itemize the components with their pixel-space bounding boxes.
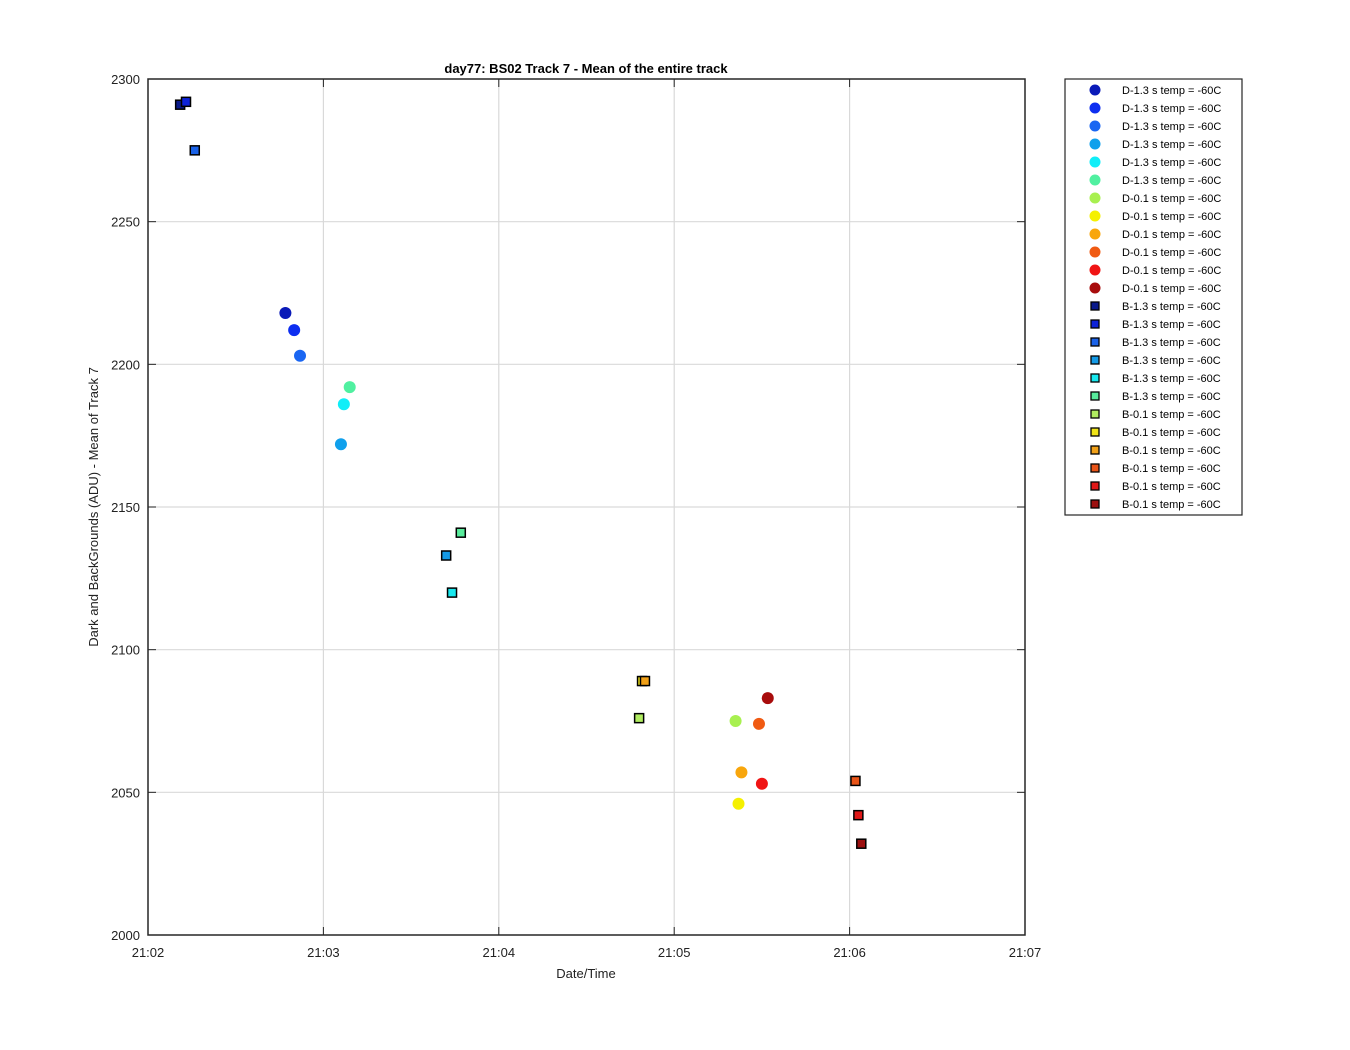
data-point-square xyxy=(189,145,201,156)
legend-marker-circle xyxy=(1089,84,1101,96)
legend-marker-circle xyxy=(1089,174,1101,186)
x-tick-label: 21:05 xyxy=(658,945,691,960)
data-point-square xyxy=(633,712,645,724)
x-tick-labels: 21:02 21:03 21:04 21:05 21:06 21:07 xyxy=(132,945,1042,960)
legend-label: B-1.3 s temp = -60C xyxy=(1122,373,1221,385)
y-tick-label: 2300 xyxy=(111,72,140,87)
data-point-square xyxy=(440,550,452,561)
legend-entries: D-1.3 s temp = -60C D-1.3 s temp = -60C D-… xyxy=(1089,84,1221,511)
data-point-circle xyxy=(735,766,748,779)
legend-label: B-0.1 s temp = -60C xyxy=(1122,463,1221,475)
data-point-square xyxy=(180,96,192,108)
legend-label: D-1.3 s temp = -60C xyxy=(1122,157,1221,169)
data-point-square xyxy=(639,675,651,687)
legend-label: D-0.1 s temp = -60C xyxy=(1122,265,1221,277)
y-tick-label: 2000 xyxy=(111,928,140,943)
legend-marker-square xyxy=(1090,373,1100,383)
x-tick-label: 21:04 xyxy=(483,945,516,960)
legend-marker-circle xyxy=(1089,210,1101,222)
legend-marker-circle xyxy=(1089,192,1101,204)
legend-marker-circle xyxy=(1089,156,1101,168)
legend-marker-square xyxy=(1090,463,1100,473)
legend-label: D-1.3 s temp = -60C xyxy=(1122,175,1221,187)
legend-label: D-0.1 s temp = -60C xyxy=(1122,211,1221,223)
data-point-square xyxy=(856,838,867,849)
legend-label: D-1.3 s temp = -60C xyxy=(1122,121,1221,133)
data-markers xyxy=(174,96,867,849)
legend-marker-square xyxy=(1090,319,1100,329)
data-point-circle xyxy=(752,717,765,730)
y-tick-label: 2100 xyxy=(111,643,140,658)
legend-label: D-0.1 s temp = -60C xyxy=(1122,247,1221,259)
legend-marker-circle xyxy=(1089,264,1101,276)
legend-label: D-1.3 s temp = -60C xyxy=(1122,85,1221,97)
legend-marker-circle xyxy=(1089,138,1101,150)
grid-lines xyxy=(148,79,1025,935)
legend-label: D-0.1 s temp = -60C xyxy=(1122,229,1221,241)
legend-marker-square xyxy=(1090,391,1100,401)
data-point-circle xyxy=(337,398,350,411)
data-point-square xyxy=(853,809,864,821)
legend-marker-square xyxy=(1090,481,1100,491)
legend-label: B-1.3 s temp = -60C xyxy=(1122,337,1221,349)
plot-frame xyxy=(147,78,1026,936)
data-point-circle xyxy=(334,438,347,451)
legend-label: D-0.1 s temp = -60C xyxy=(1122,193,1221,205)
legend-marker-square xyxy=(1090,499,1100,509)
x-axis-label: Date/Time xyxy=(556,966,615,981)
legend-box xyxy=(1064,78,1243,516)
x-tick-label: 21:03 xyxy=(307,945,340,960)
chart-title: day77: BS02 Track 7 - Mean of the entire… xyxy=(444,61,728,76)
legend-label: B-0.1 s temp = -60C xyxy=(1122,445,1221,457)
legend-marker-circle xyxy=(1089,246,1101,258)
x-tick-label: 21:02 xyxy=(132,945,165,960)
data-point-square xyxy=(455,527,467,538)
legend-marker-square xyxy=(1090,337,1100,347)
data-point-circle xyxy=(294,349,307,362)
legend-marker-square xyxy=(1090,409,1100,419)
legend-marker-circle xyxy=(1089,228,1101,240)
data-point-circle xyxy=(761,692,774,705)
data-point-square xyxy=(850,775,861,787)
legend-label: D-1.3 s temp = -60C xyxy=(1122,103,1221,115)
data-point-square xyxy=(446,587,458,598)
legend-marker-circle xyxy=(1089,102,1101,114)
legend-marker-circle xyxy=(1089,120,1101,132)
y-tick-label: 2150 xyxy=(111,500,140,515)
data-point-circle xyxy=(279,306,292,319)
legend-marker-circle xyxy=(1089,282,1101,294)
legend-label: B-0.1 s temp = -60C xyxy=(1122,427,1221,439)
legend: D-1.3 s temp = -60C D-1.3 s temp = -60C D-… xyxy=(1064,78,1243,516)
data-point-circle xyxy=(288,324,301,337)
legend-label: B-1.3 s temp = -60C xyxy=(1122,319,1221,331)
data-point-circle xyxy=(755,777,768,790)
legend-marker-square xyxy=(1090,445,1100,455)
y-tick-label: 2250 xyxy=(111,215,140,230)
legend-label: B-1.3 s temp = -60C xyxy=(1122,301,1221,313)
legend-label: D-0.1 s temp = -60C xyxy=(1122,283,1221,295)
legend-label: B-1.3 s temp = -60C xyxy=(1122,355,1221,367)
legend-label: B-0.1 s temp = -60C xyxy=(1122,481,1221,493)
legend-label: D-1.3 s temp = -60C xyxy=(1122,139,1221,151)
x-tick-label: 21:06 xyxy=(833,945,866,960)
legend-marker-square xyxy=(1090,427,1100,437)
data-point-circle xyxy=(343,381,356,394)
legend-marker-square xyxy=(1090,301,1100,311)
legend-label: B-0.1 s temp = -60C xyxy=(1122,409,1221,421)
y-axis-label: Dark and BackGrounds (ADU) - Mean of Tra… xyxy=(86,367,101,647)
data-point-circle xyxy=(732,797,745,810)
y-tick-label: 2200 xyxy=(111,357,140,372)
legend-label: B-1.3 s temp = -60C xyxy=(1122,391,1221,403)
y-tick-label: 2050 xyxy=(111,785,140,800)
legend-marker-square xyxy=(1090,355,1100,365)
x-tick-label: 21:07 xyxy=(1009,945,1042,960)
legend-label: B-0.1 s temp = -60C xyxy=(1122,499,1221,511)
data-point-circle xyxy=(729,715,742,727)
y-tick-labels: 2000 2050 2100 2150 2200 2250 2300 xyxy=(111,72,140,943)
